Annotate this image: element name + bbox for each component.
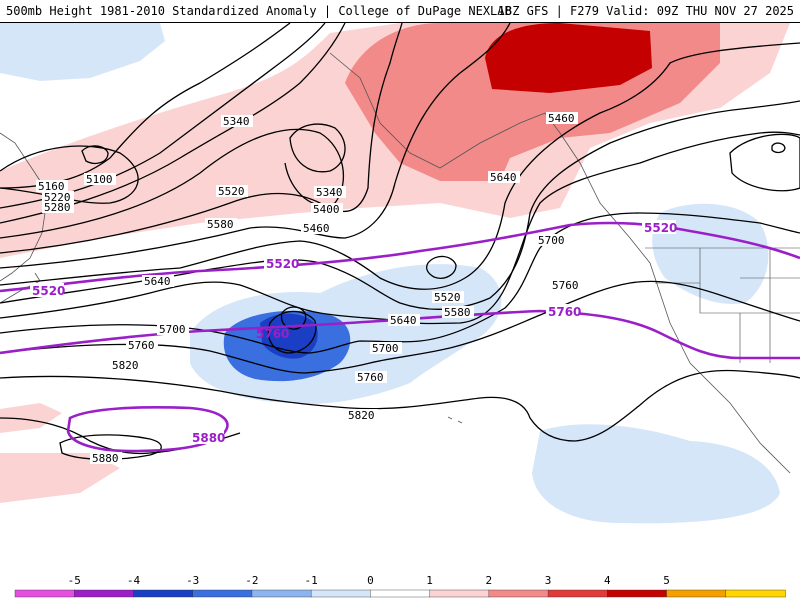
purple-label: 5880: [192, 431, 225, 445]
colorbar-cell: [133, 589, 194, 598]
colorbar-cell: [547, 589, 609, 598]
contour-5520: [0, 42, 800, 290]
anomaly-map[interactable]: 5100 5160 5220 5280 5340 5520 5580 5340 …: [0, 23, 800, 572]
model-valid-time: 18Z GFS | F279 Valid: 09Z THU NOV 27 202…: [497, 4, 794, 18]
colorbar-ticks: -5 -4 -3 -2 -1 0 1 2 3 4 5: [68, 574, 670, 587]
contour-closed-hudson: [729, 133, 800, 192]
colorbar-tick-label: 1: [426, 574, 433, 587]
colorbar-tick-label: 4: [604, 574, 611, 587]
colorbar-cells: [14, 589, 786, 598]
contour-5340-closed: [289, 123, 346, 173]
colorbar-cell: [74, 589, 135, 598]
contour-5820: [0, 369, 800, 442]
contour-label: 5520: [218, 185, 245, 198]
contour-closed-midpacific: [426, 255, 457, 279]
negative-anomaly-subtropics: [532, 424, 780, 524]
purple-label: 5520: [644, 221, 677, 235]
contour-label: 5820: [348, 409, 375, 422]
contour-label: 5640: [144, 275, 171, 288]
weak-positive-anomaly-southwest: [0, 453, 120, 503]
weak-positive-anomaly-west: [0, 403, 62, 433]
colorbar-cell: [666, 589, 727, 598]
state-borders: [645, 247, 800, 363]
colorbar-cell: [725, 589, 786, 598]
extreme-positive-anomaly-region: [485, 23, 652, 93]
contour-label: 5520: [434, 291, 461, 304]
contour-label: 5400: [313, 203, 340, 216]
map-header: 500mb Height 1981-2010 Standardized Anom…: [0, 0, 800, 23]
negative-anomaly-north-pacific: [0, 23, 165, 81]
colorbar-cell: [251, 589, 312, 598]
map-title: 500mb Height 1981-2010 Standardized Anom…: [6, 4, 512, 18]
colorbar-cell: [192, 589, 253, 598]
contour-low-center-1: [267, 310, 317, 354]
purple-label: 5520: [32, 284, 65, 298]
contour-label: 5760: [357, 371, 384, 384]
contour-5160: [0, 23, 291, 189]
contour-label: 5820: [112, 359, 139, 372]
contour-label: 5460: [303, 222, 330, 235]
colorbar-tick-label: 0: [367, 574, 374, 587]
colorbar-tick-label: -3: [186, 574, 199, 587]
colorbar-tick-label: -2: [245, 574, 258, 587]
contour-5760: [0, 280, 800, 374]
contour-label: 5340: [316, 186, 343, 199]
contour-label: 5760: [552, 279, 579, 292]
anomaly-colorbar: -5 -4 -3 -2 -1 0 1 2 3 4 5: [0, 572, 800, 600]
purple-label: 5760: [256, 327, 289, 341]
purple-5520: [0, 221, 800, 293]
contour-label: 5340: [223, 115, 250, 128]
colorbar-cell: [14, 589, 75, 598]
colorbar-cell: [607, 589, 668, 598]
contour-labels: 5100 5160 5220 5280 5340 5520 5580 5340 …: [36, 112, 582, 465]
negative-anomaly-west-us: [652, 203, 769, 304]
contour-label: 5760: [128, 339, 155, 352]
colorbar-tick-label: -1: [305, 574, 318, 587]
colorbar-tick-label: 2: [486, 574, 493, 587]
purple-label: 5760: [548, 305, 581, 319]
contour-label: 5220: [44, 191, 71, 204]
contour-5460: [0, 23, 511, 269]
contour-label: 5640: [390, 314, 417, 327]
contour-closed-west-low: [81, 145, 109, 164]
colorbar-cell: [488, 589, 549, 598]
colorbar-cell: [310, 589, 372, 598]
contour-label: 5700: [372, 342, 399, 355]
contour-5640: [0, 131, 800, 325]
colorbar-tick-label: -5: [68, 574, 81, 587]
contour-label: 5640: [490, 171, 517, 184]
reference-contour-labels: 5520 5520 5520 5760 5760 5880: [30, 220, 677, 445]
contour-label: 5700: [538, 234, 565, 247]
contour-label: 5460: [548, 112, 575, 125]
contour-label: 5880: [92, 452, 119, 465]
contour-label: 5160: [38, 180, 65, 193]
colorbar-tick-label: 3: [545, 574, 552, 587]
colorbar-cell: [429, 589, 490, 598]
contour-label: 5580: [444, 306, 471, 319]
contour-label: 5700: [159, 323, 186, 336]
north-america-west-coast: [629, 237, 791, 474]
alaska-coastline: [329, 52, 631, 239]
contour-5280: [0, 23, 346, 224]
contour-5700: [0, 212, 800, 354]
contour-label: 5280: [44, 201, 71, 214]
colorbar-tick-label: -4: [127, 574, 141, 587]
contour-label: 5580: [207, 218, 234, 231]
contour-label: 5100: [86, 173, 113, 186]
colorbar-tick-label: 5: [663, 574, 670, 587]
purple-label: 5520: [266, 257, 299, 271]
colorbar-cell: [370, 589, 431, 598]
state-border-lines: [655, 248, 800, 363]
hawaii-islands: [447, 416, 463, 424]
contour-closed-small-ne: [771, 142, 786, 154]
